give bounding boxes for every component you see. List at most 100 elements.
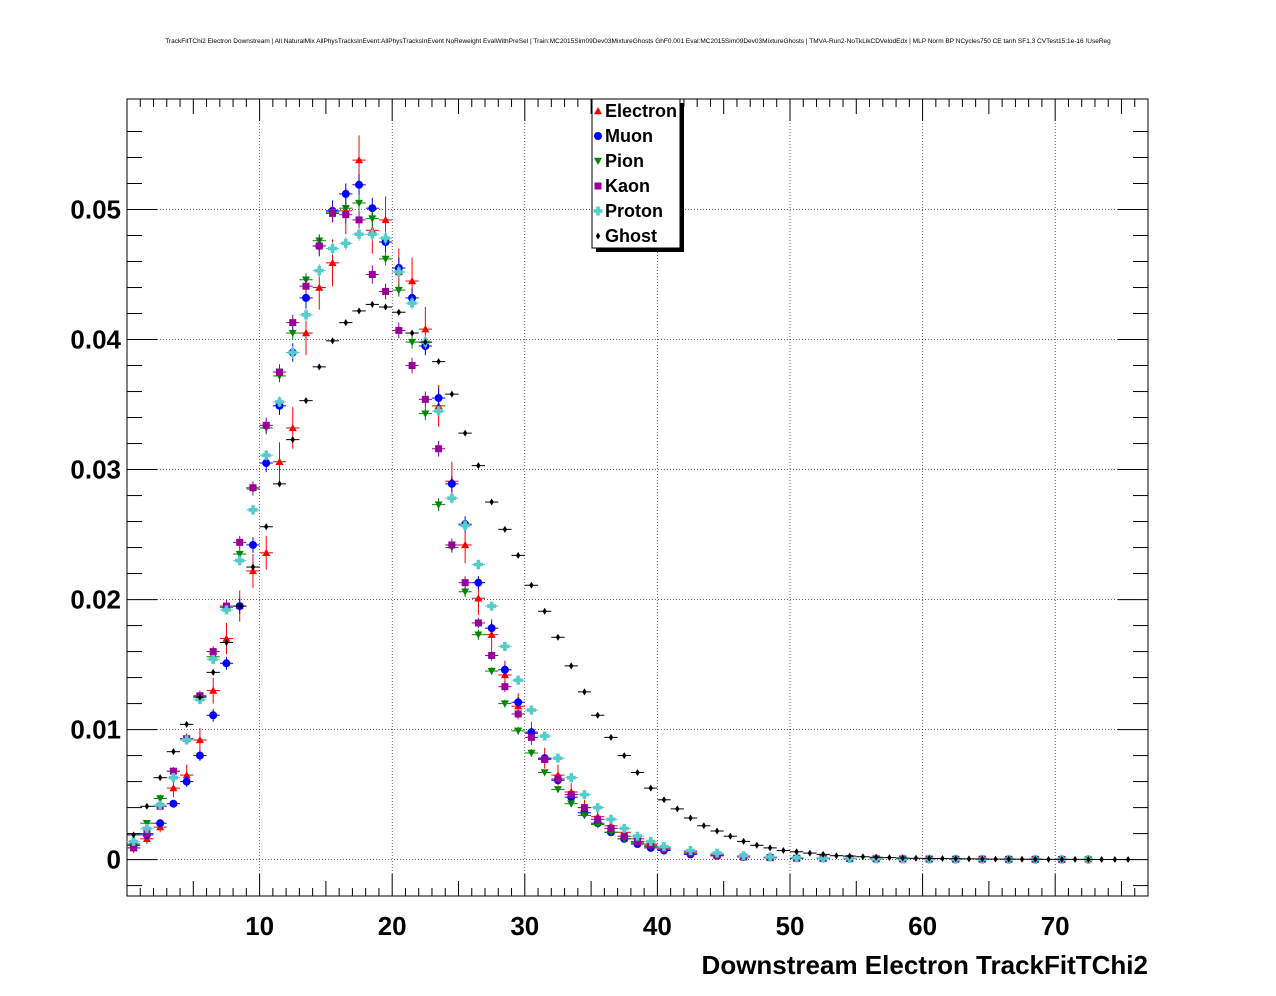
- data-point: [355, 199, 364, 208]
- data-point: [487, 624, 496, 633]
- data-point: [341, 189, 350, 198]
- data-point: [659, 842, 669, 852]
- data-point: [275, 457, 284, 465]
- data-point: [356, 307, 362, 315]
- data-point: [873, 853, 879, 861]
- data-point: [1019, 855, 1025, 863]
- x-tick-label: 70: [1041, 911, 1070, 941]
- data-point: [927, 854, 932, 862]
- data-point: [913, 854, 919, 862]
- data-point: [408, 362, 416, 370]
- data-point: [500, 641, 510, 651]
- data-point: [315, 242, 323, 250]
- data-point: [500, 700, 509, 708]
- data-point: [460, 520, 470, 530]
- data-point: [540, 769, 549, 777]
- data-point: [248, 540, 257, 549]
- data-point: [434, 501, 443, 509]
- data-point: [277, 480, 282, 488]
- legend-label-ghost: Ghost: [605, 226, 657, 246]
- axis-ticks: [127, 99, 1148, 896]
- data-point: [794, 848, 799, 856]
- data-point: [209, 711, 218, 720]
- data-point: [288, 423, 297, 432]
- data-point: [514, 727, 523, 735]
- data-point: [542, 607, 547, 615]
- data-point: [381, 233, 391, 243]
- data-point: [569, 662, 574, 670]
- data-point: [395, 326, 403, 334]
- data-point: [288, 329, 297, 338]
- data-point: [407, 298, 417, 308]
- data-point: [354, 229, 364, 239]
- data-point: [235, 556, 245, 566]
- data-point: [421, 325, 430, 333]
- data-point: [355, 216, 363, 224]
- data-point: [275, 368, 283, 376]
- data-point: [261, 450, 271, 460]
- data-point: [222, 659, 231, 668]
- data-point: [182, 771, 191, 779]
- data-point: [315, 283, 324, 291]
- data-point: [394, 286, 403, 295]
- data-point: [593, 803, 603, 813]
- x-tick-label: 30: [510, 911, 539, 941]
- data-point: [274, 397, 284, 407]
- data-point: [582, 688, 587, 696]
- data-point: [675, 805, 680, 813]
- data-point: [341, 238, 351, 248]
- data-point: [224, 638, 229, 646]
- data-point: [1099, 855, 1104, 863]
- legend-label-muon: Muon: [605, 126, 653, 146]
- data-point: [728, 832, 733, 840]
- data-point: [633, 831, 642, 841]
- data-point: [701, 822, 706, 830]
- data-point: [155, 800, 165, 810]
- data-point: [303, 397, 309, 405]
- data-point: [527, 749, 536, 757]
- data-point: [288, 348, 298, 358]
- data-point: [408, 277, 417, 285]
- data-point: [646, 836, 656, 846]
- data-point: [131, 831, 136, 839]
- data-point: [447, 479, 456, 488]
- legend-marker-electron: [594, 107, 602, 115]
- data-point: [739, 851, 749, 861]
- data-point: [130, 844, 138, 852]
- data-point: [156, 819, 165, 828]
- data-point: [580, 804, 588, 812]
- legend-label-proton: Proton: [605, 201, 663, 221]
- data-point: [462, 429, 468, 437]
- x-tick-label: 60: [908, 911, 937, 941]
- data-point: [781, 846, 786, 854]
- data-point: [182, 777, 191, 786]
- data-point: [317, 363, 322, 371]
- data-point: [169, 799, 178, 808]
- data-point: [807, 849, 813, 857]
- legend-marker-pion: [594, 157, 602, 165]
- data-point: [476, 462, 481, 470]
- data-point: [820, 850, 826, 858]
- data-point: [500, 665, 509, 674]
- data-point: [487, 667, 496, 676]
- data-point: [221, 605, 231, 615]
- data-point: [622, 752, 627, 760]
- legend-marker-kaon: [594, 182, 602, 190]
- x-tick-label: 20: [378, 911, 407, 941]
- data-point: [394, 267, 404, 277]
- data-point: [383, 303, 388, 311]
- data-point: [1046, 855, 1051, 863]
- data-point: [235, 550, 244, 559]
- data-point: [367, 229, 377, 239]
- data-point: [301, 310, 311, 320]
- data-point: [197, 693, 203, 701]
- data-point: [314, 266, 324, 276]
- data-point: [940, 855, 945, 863]
- data-point: [474, 631, 483, 639]
- data-point: [474, 594, 483, 602]
- data-point: [567, 800, 576, 808]
- data-point: [461, 540, 470, 549]
- data-point: [648, 784, 653, 792]
- data-point: [355, 180, 364, 189]
- series-layer: [127, 135, 1135, 864]
